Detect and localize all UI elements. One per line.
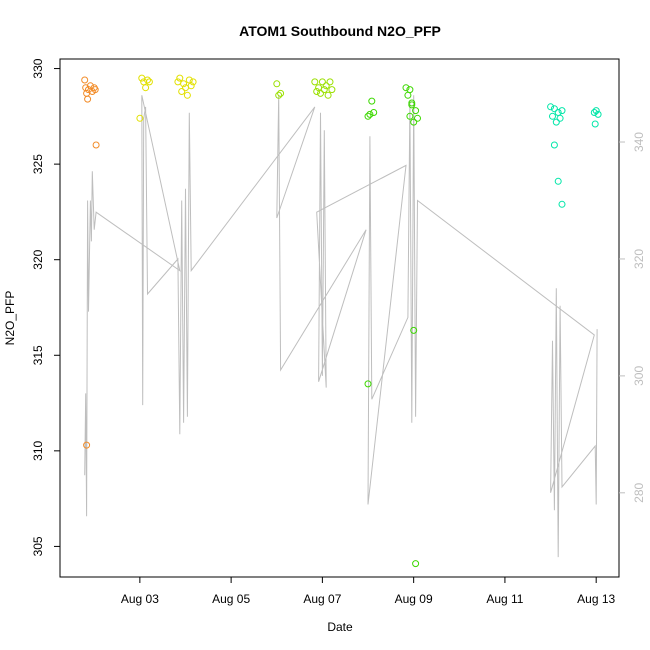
data-point <box>558 107 566 115</box>
data-point <box>183 91 191 99</box>
data-point <box>364 380 372 388</box>
plot-layer <box>81 74 602 568</box>
data-point <box>142 84 150 92</box>
y-tick-label: 325 <box>31 154 45 174</box>
data-point <box>590 109 598 116</box>
data-point <box>328 86 336 94</box>
data-point <box>370 109 378 116</box>
data-point <box>408 101 416 109</box>
data-point <box>84 95 92 103</box>
data-point <box>552 118 560 126</box>
data-point <box>410 118 418 126</box>
data-point <box>318 78 326 86</box>
y2-tick-label: 340 <box>632 132 646 152</box>
data-point <box>412 560 420 568</box>
y-tick-label: 305 <box>31 536 45 556</box>
data-point <box>554 177 562 185</box>
data-point <box>81 76 89 84</box>
data-point <box>317 89 324 97</box>
data-point <box>410 326 418 334</box>
data-point <box>549 112 556 120</box>
y2-tick-label: 320 <box>632 249 646 269</box>
y-axis-left: 305 310 315 320 325 330 <box>31 58 60 556</box>
data-point <box>145 78 153 86</box>
series-line <box>84 95 598 558</box>
data-point <box>275 91 283 99</box>
y-axis-label: N2O_PFP <box>3 291 17 346</box>
data-point <box>322 82 330 90</box>
data-point <box>414 114 421 122</box>
y2-tick-label: 300 <box>632 366 646 386</box>
data-point <box>144 76 151 84</box>
y-axis-right: 280 300 320 340 <box>619 132 646 503</box>
y2-tick-label: 280 <box>632 482 646 502</box>
x-tick-label: Aug 11 <box>486 592 523 606</box>
data-point <box>189 78 197 86</box>
data-point <box>556 114 564 122</box>
y-tick-label: 330 <box>31 58 45 78</box>
data-point <box>592 107 600 115</box>
data-point <box>91 86 99 94</box>
data-point <box>547 103 555 111</box>
data-point <box>180 80 188 88</box>
data-point <box>594 110 602 118</box>
data-point <box>406 86 414 94</box>
data-point <box>326 78 334 86</box>
data-point <box>136 114 144 122</box>
data-point <box>320 86 328 94</box>
data-point <box>558 200 566 208</box>
y-tick-label: 320 <box>31 249 45 269</box>
x-axis-label: Date <box>327 620 353 634</box>
y-tick-label: 310 <box>31 441 45 461</box>
data-point <box>402 84 410 92</box>
data-point <box>176 74 184 82</box>
x-tick-label: Aug 03 <box>121 592 159 606</box>
data-point <box>364 112 372 120</box>
data-point <box>550 105 558 113</box>
plot-area-frame <box>59 58 620 578</box>
data-point <box>273 80 281 88</box>
data-point <box>178 88 186 95</box>
data-point <box>187 82 195 90</box>
data-point <box>406 112 414 120</box>
x-tick-label: Aug 13 <box>577 592 615 606</box>
data-point <box>591 120 599 128</box>
x-axis: Aug 03 Aug 05 Aug 07 Aug 09 Aug 11 Aug 13 <box>121 577 616 606</box>
data-point <box>277 89 285 97</box>
x-tick-label: Aug 07 <box>303 592 341 606</box>
data-point <box>550 141 558 149</box>
data-point <box>311 78 319 86</box>
y-tick-label: 315 <box>31 345 45 365</box>
data-point <box>368 97 376 105</box>
data-point <box>83 441 91 449</box>
chart-title: ATOM1 Southbound N2O_PFP <box>239 23 441 39</box>
x-tick-label: Aug 05 <box>212 592 250 606</box>
data-point <box>324 91 332 99</box>
data-point <box>412 107 420 115</box>
data-point <box>408 99 416 107</box>
data-point <box>366 110 374 118</box>
data-point <box>92 141 100 149</box>
x-tick-label: Aug 09 <box>395 592 433 606</box>
data-point <box>313 88 321 95</box>
